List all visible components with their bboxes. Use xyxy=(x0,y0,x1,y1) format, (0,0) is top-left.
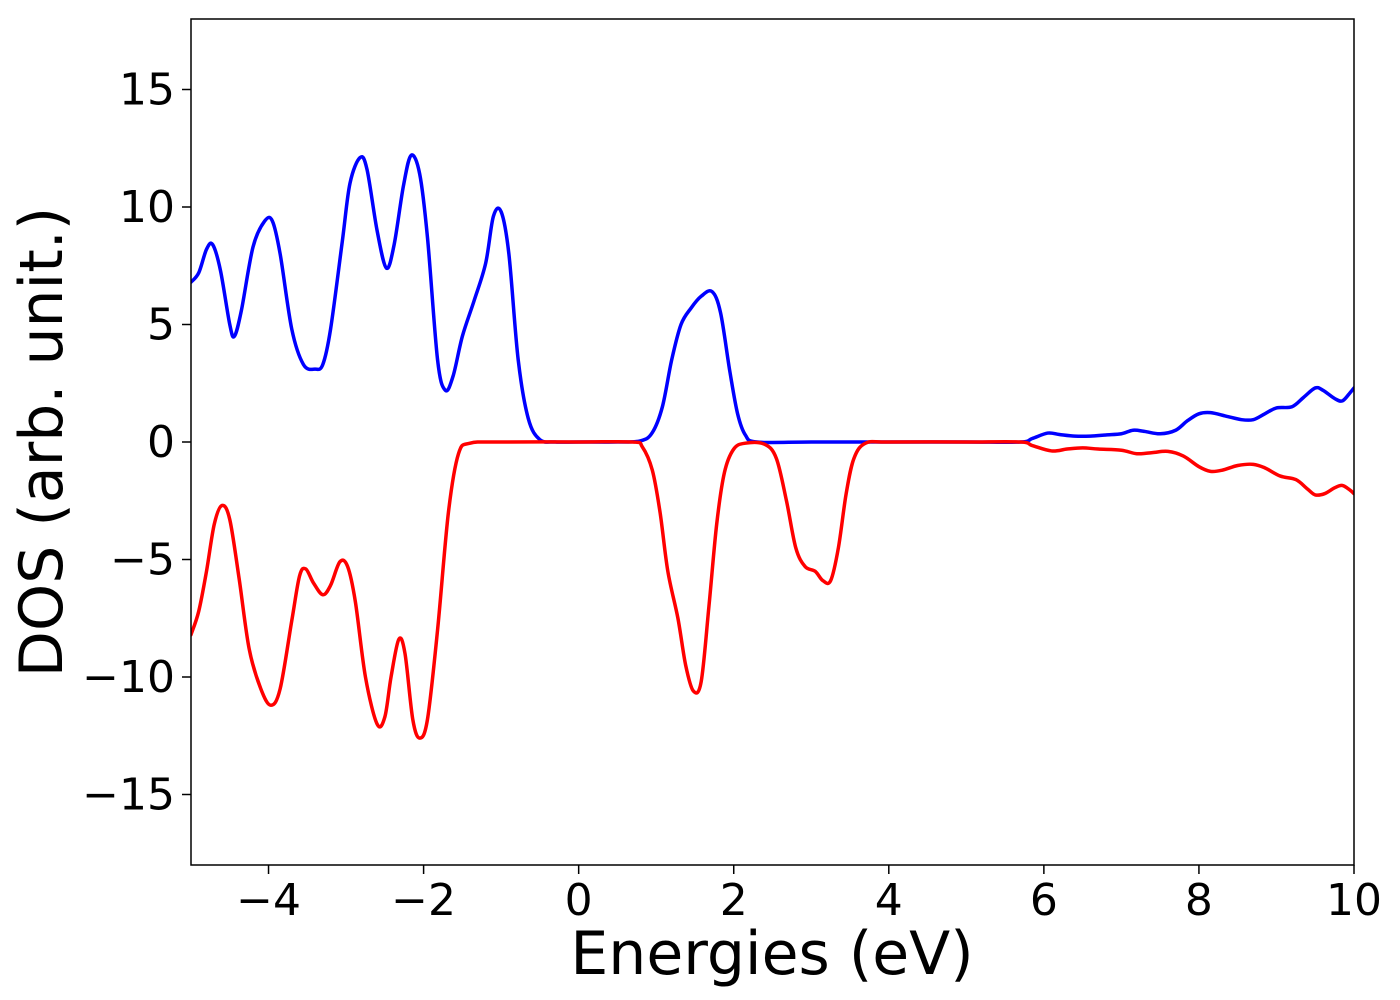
x-tick-label: −4 xyxy=(236,875,301,926)
y-axis-ticks: −15 −10 −5 0 5 10 15 xyxy=(82,65,191,821)
series-line-red xyxy=(191,439,1354,740)
x-tick-label: 8 xyxy=(1185,875,1213,926)
x-axis-label: Energies (eV) xyxy=(570,919,973,989)
x-tick-label: 4 xyxy=(875,875,903,926)
x-tick-label: 10 xyxy=(1326,875,1382,926)
y-tick-label: 10 xyxy=(119,182,175,233)
x-axis-ticks: −4 −2 0 2 4 6 8 10 xyxy=(236,865,1382,926)
x-tick-label: 2 xyxy=(720,875,748,926)
y-tick-label: 5 xyxy=(147,300,175,351)
y-tick-label: −5 xyxy=(110,535,175,586)
y-tick-label: 0 xyxy=(147,417,175,468)
x-tick-label: 0 xyxy=(565,875,593,926)
x-tick-label: −2 xyxy=(391,875,456,926)
y-tick-label: −10 xyxy=(82,652,175,703)
series-layer xyxy=(191,153,1354,740)
y-tick-label: −15 xyxy=(82,770,175,821)
x-tick-label: 6 xyxy=(1030,875,1058,926)
y-axis-label: DOS (arb. unit.) xyxy=(7,207,77,677)
series-line-blue xyxy=(191,153,1354,445)
y-tick-label: 15 xyxy=(119,65,175,116)
